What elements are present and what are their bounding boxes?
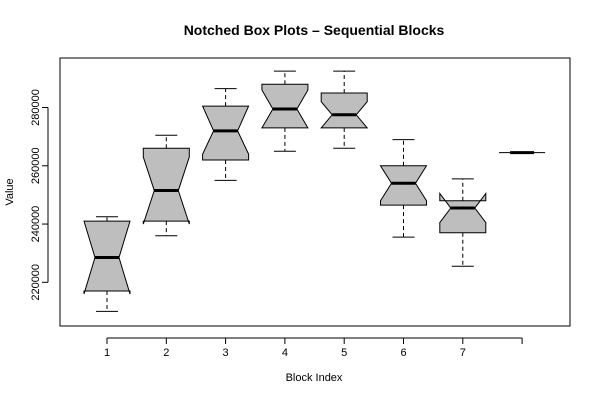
x-tick-label: 7 <box>460 347 466 359</box>
y-axis-label: Value <box>4 178 16 205</box>
x-tick-label: 2 <box>163 347 169 359</box>
y-tick-label: 220000 <box>30 264 42 301</box>
x-tick-label: 5 <box>341 347 347 359</box>
box-4 <box>261 70 309 152</box>
x-tick-label: 6 <box>400 347 406 359</box>
box-body <box>439 191 487 234</box>
box-body <box>379 165 428 206</box>
box-body <box>320 92 369 129</box>
box-1 <box>83 216 131 312</box>
box-3 <box>201 88 250 181</box>
y-axis: 220000 240000 260000 280000 <box>30 89 49 301</box>
box-7 <box>439 178 487 267</box>
x-axis-label: Block Index <box>286 372 343 384</box>
x-axis: 1 2 3 4 5 6 7 <box>104 337 523 359</box>
box-6 <box>379 139 428 238</box>
y-tick-label: 260000 <box>30 147 42 184</box>
box-5 <box>320 70 369 149</box>
y-tick-label: 280000 <box>30 89 42 126</box>
chart-title: Notched Box Plots – Sequential Blocks <box>184 22 445 38</box>
x-tick-label: 3 <box>223 347 229 359</box>
y-tick-label: 240000 <box>30 206 42 243</box>
box-body <box>142 147 190 225</box>
x-tick-label: 4 <box>282 347 288 359</box>
box-body <box>261 83 309 129</box>
x-tick-label: 1 <box>104 347 110 359</box>
box-body <box>201 105 250 161</box>
box-2 <box>142 134 190 237</box>
boxes-layer <box>83 70 546 312</box>
plot-frame <box>59 57 571 327</box>
